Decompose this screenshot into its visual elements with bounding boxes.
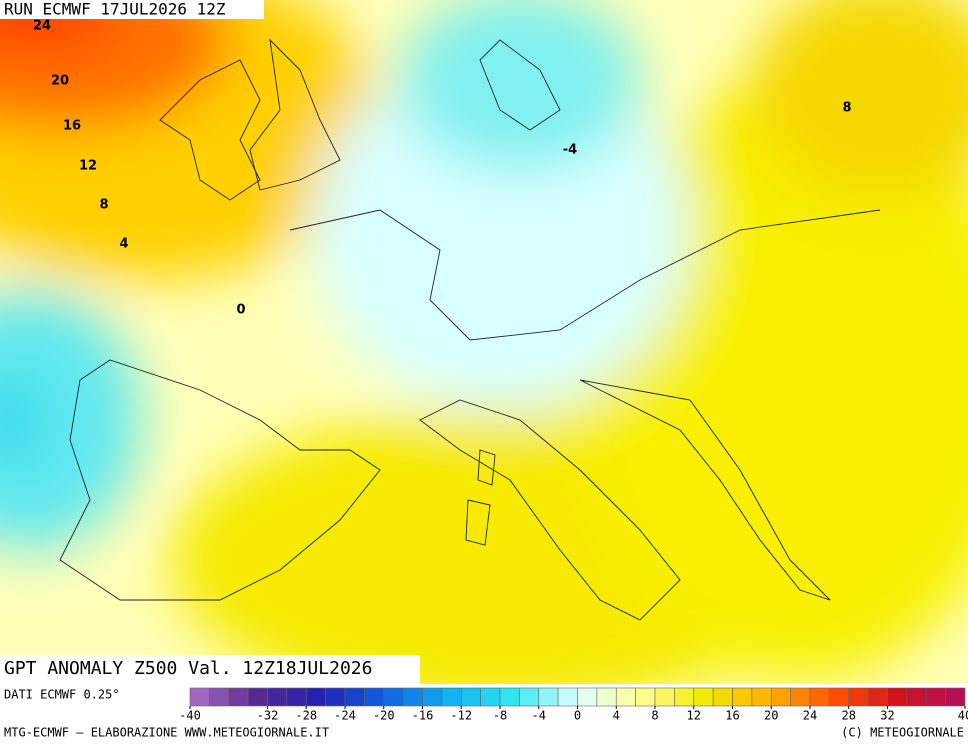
color-box bbox=[906, 687, 927, 707]
contour-label: 4 bbox=[119, 237, 128, 252]
color-box bbox=[577, 687, 598, 707]
color-box bbox=[809, 687, 830, 707]
color-box bbox=[615, 687, 636, 707]
color-box bbox=[538, 687, 559, 707]
color-box bbox=[247, 687, 268, 707]
contour-label: 12 bbox=[79, 159, 97, 174]
scale-label: -16 bbox=[412, 709, 434, 723]
color-box bbox=[867, 687, 888, 707]
scale-label: 24 bbox=[803, 709, 817, 723]
color-box bbox=[383, 687, 404, 707]
scale-label: -12 bbox=[450, 709, 472, 723]
color-box bbox=[422, 687, 443, 707]
color-box bbox=[189, 687, 210, 707]
color-box bbox=[228, 687, 249, 707]
scale-label: -40 bbox=[179, 709, 201, 723]
color-box bbox=[460, 687, 481, 707]
scale-label: 16 bbox=[725, 709, 739, 723]
scale-label: 32 bbox=[880, 709, 894, 723]
color-box bbox=[286, 687, 307, 707]
color-box bbox=[325, 687, 346, 707]
color-box bbox=[925, 687, 946, 707]
color-box bbox=[693, 687, 714, 707]
color-box bbox=[305, 687, 326, 707]
contour-label: 24 bbox=[33, 19, 51, 34]
color-box bbox=[635, 687, 656, 707]
run-box bbox=[0, 0, 264, 19]
footer-right: (C) METEOGIORNALE bbox=[841, 726, 964, 740]
scale-label: 28 bbox=[842, 709, 856, 723]
scale-label: -24 bbox=[334, 709, 356, 723]
contour-label: 8 bbox=[842, 101, 851, 116]
contour-label: 8 bbox=[99, 198, 108, 213]
map-title: GPT ANOMALY Z500 Val. 12Z18JUL2026 bbox=[4, 658, 372, 679]
footer-left: MTG-ECMWF – ELABORAZIONE WWW.METEOGIORNA… bbox=[4, 726, 329, 740]
color-box bbox=[441, 687, 462, 707]
color-box bbox=[887, 687, 908, 707]
color-box bbox=[519, 687, 540, 707]
color-box bbox=[829, 687, 850, 707]
scale-label: -28 bbox=[295, 709, 317, 723]
scale-label: -32 bbox=[257, 709, 279, 723]
contour-label: -4 bbox=[563, 143, 577, 158]
scale-label: -20 bbox=[373, 709, 395, 723]
color-box bbox=[790, 687, 811, 707]
color-box bbox=[364, 687, 385, 707]
scale-label: 20 bbox=[764, 709, 778, 723]
color-box bbox=[770, 687, 791, 707]
scale-label: 4 bbox=[613, 709, 620, 723]
color-box bbox=[751, 687, 772, 707]
title-box bbox=[0, 655, 420, 684]
contour-label: 16 bbox=[63, 119, 81, 134]
color-box bbox=[209, 687, 230, 707]
color-box bbox=[557, 687, 578, 707]
scale-label: 12 bbox=[687, 709, 701, 723]
color-box bbox=[480, 687, 501, 707]
color-box bbox=[267, 687, 288, 707]
scale-label: 40 bbox=[958, 709, 968, 723]
scale-label: -4 bbox=[532, 709, 546, 723]
scale-label: -8 bbox=[493, 709, 507, 723]
color-box bbox=[945, 687, 966, 707]
contour-label: 20 bbox=[51, 74, 69, 89]
coastlines bbox=[59, 38, 881, 621]
color-box bbox=[402, 687, 423, 707]
source-label: DATI ECMWF 0.25° bbox=[4, 688, 120, 702]
color-box bbox=[654, 687, 675, 707]
color-box bbox=[499, 687, 520, 707]
scale-label: 8 bbox=[651, 709, 658, 723]
color-box bbox=[732, 687, 753, 707]
anomaly-field bbox=[0, 0, 968, 684]
color-box bbox=[596, 687, 617, 707]
color-box bbox=[344, 687, 365, 707]
color-box bbox=[674, 687, 695, 707]
color-box bbox=[712, 687, 733, 707]
run-label: RUN ECMWF 17JUL2026 12Z bbox=[4, 0, 226, 19]
color-box bbox=[848, 687, 869, 707]
scale-label: 0 bbox=[574, 709, 581, 723]
contour-label: 0 bbox=[236, 303, 245, 318]
